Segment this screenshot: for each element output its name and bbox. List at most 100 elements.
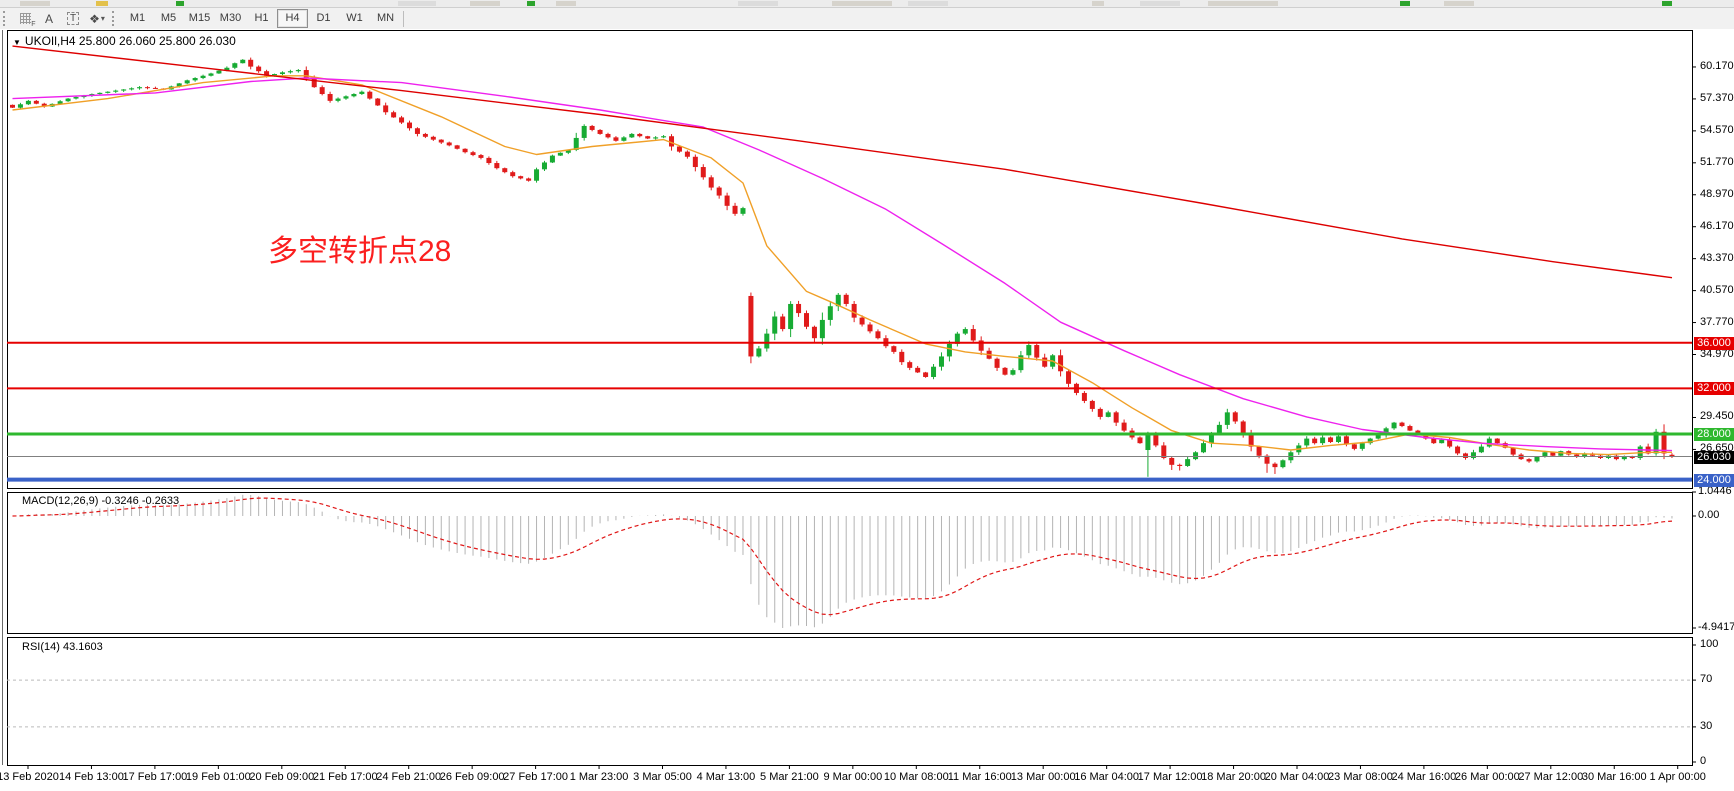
candle-body — [1542, 452, 1548, 457]
candle-body — [462, 148, 468, 153]
candle-body — [1280, 460, 1286, 468]
letter-a-icon: A — [44, 11, 53, 26]
time-axis-label: 3 Mar 05:00 — [633, 771, 692, 783]
timeframe-group-drag-handle[interactable] — [112, 11, 119, 26]
toolbar-separator — [403, 10, 404, 27]
time-axis-label: 18 Mar 20:00 — [1201, 771, 1266, 783]
candle-body — [907, 362, 913, 368]
candle-body — [113, 90, 119, 92]
chart-canvas[interactable] — [0, 29, 1734, 791]
current-price-badge: 26.030 — [1694, 450, 1734, 464]
candle-body — [780, 316, 786, 330]
candle-body — [549, 155, 555, 163]
candle-body — [819, 319, 825, 339]
text-label-button[interactable]: T — [61, 10, 85, 27]
candle-body — [954, 333, 960, 344]
candle-body — [1208, 432, 1214, 444]
price-axis-label: 46.170 — [1700, 219, 1734, 232]
time-axis-label: 21 Feb 17:00 — [312, 771, 378, 783]
candle-body — [1177, 464, 1183, 466]
candle-body — [1216, 424, 1222, 433]
candle-body — [129, 88, 135, 90]
candle-body — [399, 117, 405, 123]
candle-body — [502, 168, 508, 173]
timeframe-button-d1[interactable]: D1 — [316, 12, 331, 24]
candle-body — [867, 324, 873, 332]
candle-body — [430, 136, 436, 140]
timeframe-button-m15[interactable]: M15 — [188, 12, 211, 24]
time-axis-label: 24 Feb 21:00 — [376, 771, 442, 783]
time-axis-label: 20 Feb 09:00 — [249, 771, 315, 783]
candle-body — [1042, 357, 1048, 367]
candle-body — [1407, 426, 1413, 431]
candle-body — [875, 331, 881, 339]
toolbar-fragment-icon — [1140, 1, 1180, 6]
candle-body — [811, 326, 817, 339]
timeframe-button-m5[interactable]: M5 — [160, 12, 177, 24]
candle-body — [1447, 439, 1453, 447]
price-axis-label: 37.770 — [1700, 315, 1734, 328]
candle-body — [1439, 439, 1445, 444]
candle-body — [938, 356, 944, 367]
price-badge-28.000: 28.000 — [1694, 428, 1734, 442]
candle-body — [1097, 408, 1103, 417]
candle-body — [1312, 438, 1318, 444]
chart-text-annotation[interactable]: 多空转折点28 — [268, 235, 452, 268]
candle-body — [1621, 456, 1627, 460]
collapse-triangle-icon[interactable]: ▼ — [13, 38, 21, 47]
candle-body — [407, 122, 412, 129]
candle-body — [1510, 447, 1516, 455]
toolbar-fragment-icon — [1662, 1, 1672, 6]
timeframe-button-w1[interactable]: W1 — [346, 12, 363, 24]
toolbar-drag-handle[interactable] — [3, 11, 10, 26]
candle-body — [176, 83, 182, 87]
candle-body — [1415, 430, 1421, 435]
timeframe-button-mn[interactable]: MN — [376, 12, 395, 24]
candle-body — [637, 133, 643, 137]
price-axis-label: 34.970 — [1700, 347, 1734, 360]
time-axis-label: 17 Mar 12:00 — [1137, 771, 1203, 783]
macd-axis-label: 0.00 — [1698, 509, 1720, 521]
ma-fast-orange-line — [12, 75, 1672, 456]
candle-body — [1629, 456, 1635, 458]
candle-body — [676, 146, 682, 152]
candle-body — [1145, 435, 1151, 451]
time-axis-label: 26 Mar 00:00 — [1454, 771, 1520, 783]
time-axis-label: 27 Feb 17:00 — [503, 771, 569, 783]
candle-body — [335, 98, 341, 101]
timeframe-button-h1[interactable]: H1 — [254, 12, 269, 24]
candle-body — [232, 63, 238, 68]
time-axis-label: 24 Mar 16:00 — [1391, 771, 1457, 783]
toolbar-fragment-icon — [738, 1, 778, 6]
candle-body — [1343, 436, 1349, 445]
toolbar-fragment-icon — [1400, 1, 1410, 6]
candle-body — [1105, 412, 1111, 417]
candle-body — [1161, 445, 1167, 458]
candle-body — [1550, 452, 1556, 456]
candle-body — [716, 187, 722, 196]
candle-body — [303, 70, 309, 79]
timeframe-button-m30[interactable]: M30 — [219, 12, 242, 24]
toolbar-fragment-icon — [398, 1, 436, 6]
toolbar-fragment-icon — [832, 1, 892, 6]
candle-body — [589, 125, 595, 130]
grid-tool-button[interactable]: F — [13, 10, 37, 28]
candle-body — [33, 100, 39, 104]
candle-body — [184, 80, 190, 84]
candle-body — [121, 89, 127, 91]
timeframe-button-h4[interactable]: H4 — [277, 9, 308, 28]
time-axis-label: 9 Mar 00:00 — [823, 771, 883, 783]
text-annotation-button[interactable]: A — [37, 10, 61, 27]
candle-body — [264, 71, 270, 76]
chart-area[interactable]: ▼ UKOIl,H4 25.800 26.060 25.800 26.030 多空… — [0, 29, 1734, 791]
objects-dropdown-button[interactable]: ❖ ▾ — [85, 10, 109, 27]
time-axis-label: 17 Feb 17:00 — [122, 771, 188, 783]
candle-body — [1153, 435, 1159, 446]
ma-slow-red-line — [12, 45, 1673, 279]
candle-body — [454, 145, 460, 149]
toolbar-fragment-icon — [527, 1, 535, 6]
timeframe-button-m1[interactable]: M1 — [129, 12, 146, 24]
candle-body — [629, 133, 635, 138]
candle-body — [1113, 412, 1119, 423]
